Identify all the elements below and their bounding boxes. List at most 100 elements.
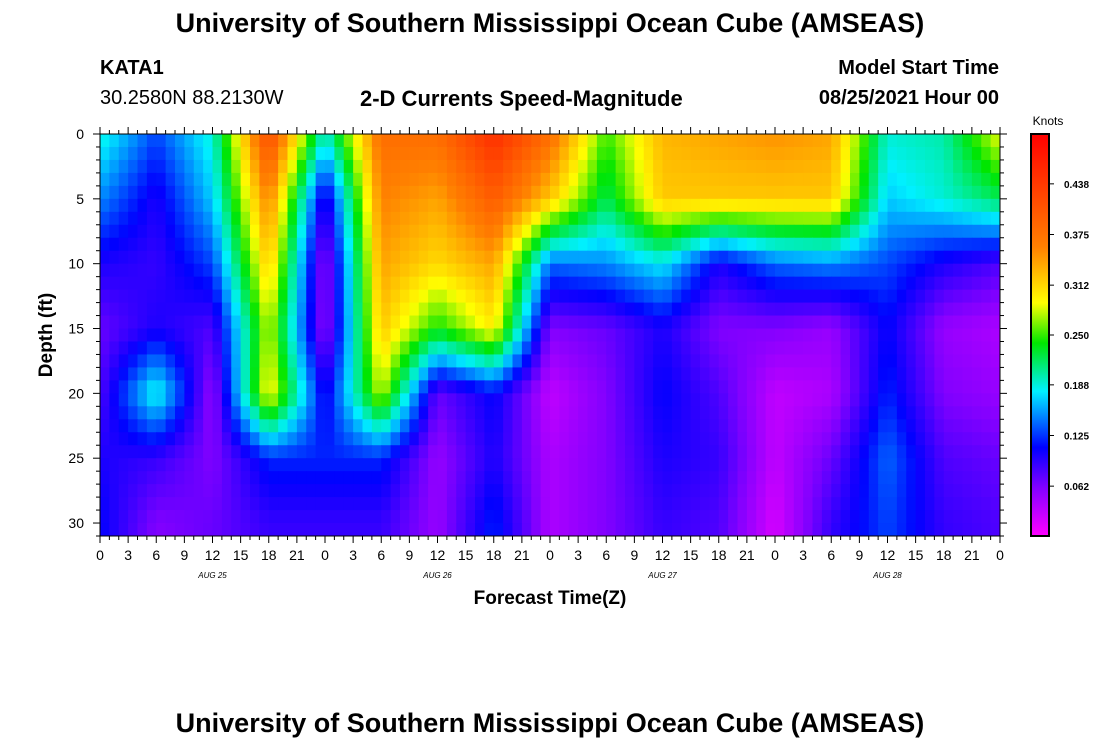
heat-cell	[765, 198, 776, 213]
heat-cell	[287, 484, 298, 498]
heat-cell	[690, 445, 701, 459]
heat-cell	[362, 380, 373, 394]
heat-cell	[793, 458, 804, 472]
heat-cell	[690, 250, 701, 265]
heat-cell	[418, 458, 429, 472]
heat-cell	[137, 354, 148, 369]
heat-cell	[325, 510, 335, 524]
heat-cell	[803, 523, 814, 536]
heat-cell	[700, 419, 710, 433]
heat-cell	[981, 250, 992, 265]
heat-cell	[746, 367, 757, 381]
heat-cell	[850, 211, 860, 226]
heat-cell	[840, 523, 851, 536]
heat-cell	[643, 263, 654, 278]
heat-cell	[418, 341, 429, 356]
heat-cell	[484, 341, 495, 356]
heat-cell	[343, 237, 354, 252]
heat-cell	[465, 497, 476, 511]
heat-cell	[128, 432, 139, 446]
heat-cell	[512, 211, 523, 226]
heat-cell	[287, 198, 298, 213]
heat-cell	[578, 211, 589, 226]
heat-cell	[625, 250, 635, 265]
heat-cell	[268, 432, 279, 446]
heat-cell	[615, 289, 626, 304]
heat-cell	[728, 445, 739, 459]
heat-cell	[193, 510, 204, 524]
heat-cell	[259, 393, 270, 407]
heat-cell	[793, 224, 804, 239]
heat-cell	[128, 458, 139, 472]
heat-cell	[606, 159, 617, 174]
heat-cell	[971, 198, 982, 213]
heat-cell	[550, 497, 560, 511]
heat-cell	[503, 263, 514, 278]
heat-cell	[840, 289, 851, 304]
heat-cell	[990, 510, 1000, 524]
heat-cell	[475, 458, 485, 472]
heat-cell	[240, 315, 251, 330]
heat-cell	[203, 484, 214, 498]
heat-cell	[990, 432, 1000, 446]
heat-cell	[381, 380, 392, 394]
heat-cell	[503, 276, 514, 291]
heat-cell	[925, 445, 935, 459]
heat-cell	[915, 484, 926, 498]
heat-cell	[250, 315, 260, 330]
heat-cell	[371, 159, 382, 174]
heat-cell	[906, 185, 917, 200]
heat-cell	[681, 302, 692, 317]
heat-cell	[184, 354, 195, 369]
heat-cell	[887, 523, 898, 536]
heat-cell	[953, 315, 964, 330]
heat-cell	[146, 159, 157, 174]
heat-cell	[596, 211, 607, 226]
heat-cell	[821, 393, 832, 407]
heat-cell	[934, 406, 945, 420]
heat-cell	[428, 523, 439, 536]
heat-cell	[475, 367, 485, 381]
heat-cell	[662, 354, 673, 369]
heat-cell	[831, 484, 842, 498]
heat-cell	[240, 146, 251, 161]
heat-cell	[587, 341, 598, 356]
heat-cell	[362, 263, 373, 278]
heat-cell	[446, 458, 457, 472]
heat-cell	[531, 134, 542, 148]
heat-cell	[278, 354, 289, 369]
heat-cell	[250, 172, 260, 187]
heat-cell	[615, 198, 626, 213]
heat-cell	[925, 198, 935, 213]
heat-cell	[503, 523, 514, 536]
heat-cell	[540, 185, 551, 200]
heat-cell	[906, 419, 917, 433]
heat-cell	[765, 224, 776, 239]
heat-cell	[296, 523, 307, 536]
heat-cell	[878, 289, 889, 304]
heat-cell	[709, 458, 720, 472]
heat-cell	[400, 276, 410, 291]
heat-cell	[109, 341, 120, 356]
heat-cell	[381, 289, 392, 304]
heat-cell	[428, 328, 439, 343]
heat-cell	[184, 185, 195, 200]
heat-cell	[775, 146, 785, 161]
heat-cell	[296, 185, 307, 200]
heat-cell	[821, 497, 832, 511]
heat-cell	[409, 406, 420, 420]
heat-cell	[953, 185, 964, 200]
heat-cell	[643, 367, 654, 381]
heat-cell	[690, 315, 701, 330]
heat-cell	[681, 315, 692, 330]
x-axis-label: Forecast Time(Z)	[474, 588, 627, 609]
heat-cell	[409, 471, 420, 485]
heat-cell	[596, 497, 607, 511]
heat-cell	[503, 367, 514, 381]
heat-cell	[653, 341, 664, 356]
heat-cell	[896, 354, 907, 369]
heat-cell	[371, 341, 382, 356]
heat-cell	[812, 211, 823, 226]
heat-cell	[896, 341, 907, 356]
heat-cell	[718, 471, 729, 485]
